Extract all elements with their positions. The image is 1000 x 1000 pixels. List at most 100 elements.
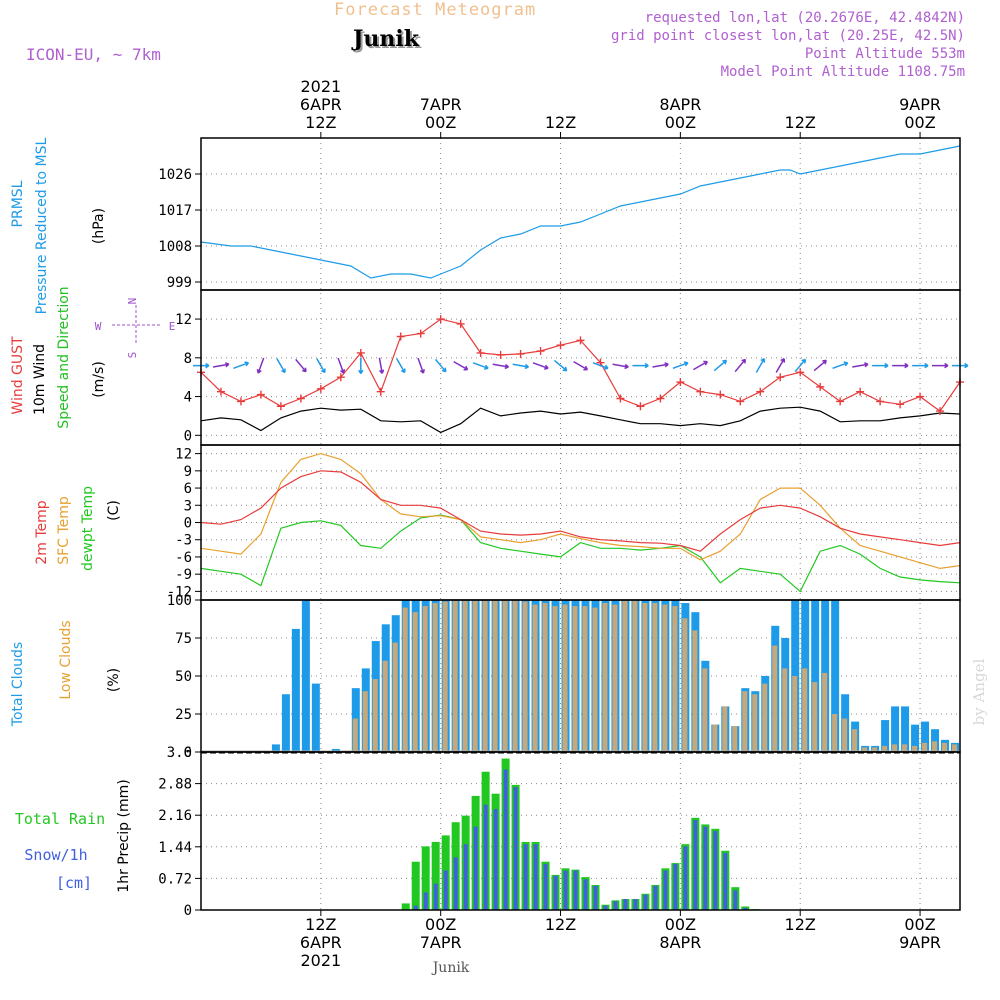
y-tick-label: 1026 [158,167,192,183]
snow-bar [723,852,728,910]
gust-point [416,329,425,338]
wind-direction-arrow [632,362,649,369]
snow-bar [683,846,688,910]
snow-bar [603,905,608,910]
low-cloud-bar [472,600,478,752]
wind-direction-arrow [872,362,889,369]
snow-bar [573,870,578,910]
gust-point [216,387,225,396]
y-tick-label: 2.16 [158,808,192,824]
ylabel-unit-hpa: (hPa) [91,208,107,244]
total-cloud-bar [281,694,290,752]
low-cloud-bar [582,606,588,752]
gust-point [696,387,705,396]
point-altitude: Point Altitude 553m [804,46,965,62]
gust-point [296,394,305,403]
total-cloud-bar [311,683,320,752]
snow-bar [593,885,598,910]
wind-direction-arrow [612,363,629,370]
panel-frame [200,751,961,911]
gust-point [676,378,685,387]
wind-direction-arrow [472,362,489,370]
gust-point [256,390,265,399]
ylabel-pressure: Pressure Reduced to MSL [34,137,50,314]
snow-bar [703,826,708,910]
snow-bar [583,879,588,910]
model-label: ICON-EU, ~ 7km [26,45,161,64]
rain-bar [411,861,420,910]
low-cloud-bar [632,600,638,752]
total-cloud-bar [811,600,820,752]
total-cloud-bar [921,721,930,752]
wind-direction-arrow [434,358,447,373]
low-cloud-bar [542,603,548,752]
wind-direction-arrow [652,362,669,368]
low-cloud-bar [662,604,668,752]
low-cloud-bar [892,744,898,752]
total-cloud-bar [881,720,890,752]
gust-point [236,397,245,406]
y-tick-label: 4 [184,390,192,406]
top-date-label: 8APR [659,95,701,114]
low-cloud-bar [832,714,838,752]
snow-bar [443,870,448,910]
low-cloud-bar [532,604,538,752]
low-cloud-bar [612,604,618,752]
wind-direction-arrow [713,359,728,372]
gust-point [436,315,445,324]
wind-direction-arrow [912,362,929,369]
low-cloud-bar [452,600,458,752]
footer-station: Junik [431,960,470,976]
low-cloud-bar [772,645,778,752]
gust-point [856,387,865,396]
gust-point [396,332,405,341]
low-cloud-bar [942,742,948,752]
gust-point [376,387,385,396]
top-hour-label: 00Z [904,113,935,132]
y-tick-label: -9 [175,567,192,583]
low-cloud-bar [412,612,418,752]
snow-bar [673,863,678,910]
gust-point [536,347,545,356]
bottom-date-label: 8APR [659,933,701,952]
rain-bar [421,846,430,910]
low-cloud-bar [732,726,738,752]
wind-direction-arrow [316,358,326,374]
low-cloud-bar [402,607,408,752]
snow-bar [493,809,498,910]
snow-bar [633,899,638,910]
top-year-label: 2021 [300,77,341,96]
wind-direction-arrow [573,360,589,371]
gust-point [836,397,845,406]
snow-bar [483,804,488,910]
y-tick-label: 50 [175,669,192,685]
low-cloud-bar [842,718,848,752]
y-tick-label: 25 [175,707,192,723]
gust-point [316,384,325,393]
gust-point [896,400,905,409]
low-cloud-bar [622,600,628,752]
temp-2m-line [200,470,961,552]
gust-point [516,349,525,358]
total-cloud-bar [271,744,280,752]
low-cloud-bar [422,606,428,752]
y-tick-label: 1.44 [158,840,192,856]
bottom-hour-label: 12Z [305,915,336,934]
gust-point [636,402,645,411]
low-cloud-bar [792,676,798,752]
wind-direction-arrow [212,362,230,368]
y-tick-label: 3 [184,498,192,514]
low-cloud-bar [952,744,958,752]
top-hour-label: 00Z [425,113,456,132]
y-tick-label: 8 [184,351,192,367]
low-cloud-bar [882,745,888,752]
snow-bar [503,769,508,910]
snow-bar [543,863,548,910]
ylabel-total-rain: Total Rain [15,810,105,828]
snow-bar [473,826,478,910]
wind-direction-arrow [775,357,786,373]
ylabel-sfc-temp: SFC Temp [56,496,72,565]
low-cloud-bar [382,660,388,752]
gust-point [356,348,365,357]
